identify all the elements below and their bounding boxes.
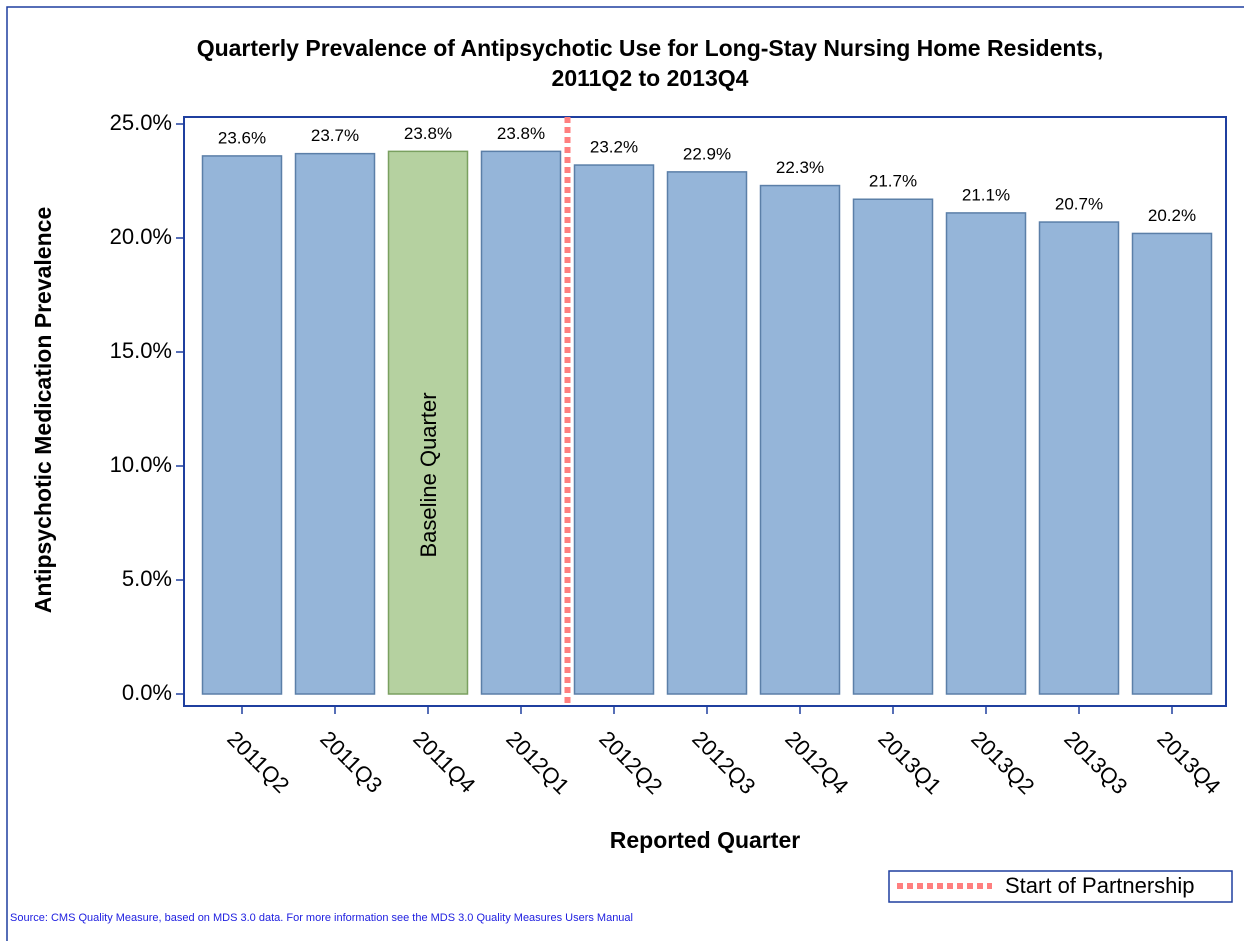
bar xyxy=(573,164,655,695)
x-tick-label: 2011Q2 xyxy=(222,726,294,798)
bar xyxy=(387,150,469,695)
legend-box xyxy=(888,870,1233,903)
x-tick-label: 2012Q1 xyxy=(501,726,574,799)
x-tick-label: 2013Q2 xyxy=(966,726,1039,799)
value-label: 23.6% xyxy=(218,128,266,147)
value-label: 20.2% xyxy=(1148,206,1196,225)
bar xyxy=(294,152,376,695)
value-label: 23.8% xyxy=(497,124,545,143)
x-tick-label: 2013Q4 xyxy=(1152,726,1225,799)
annotation: Baseline Quarter xyxy=(416,392,441,557)
x-tick-label: 2012Q3 xyxy=(687,726,760,799)
chart-title: Quarterly Prevalence of Antipsychotic Us… xyxy=(197,35,1104,61)
legend-label: Start of Partnership xyxy=(1005,873,1195,898)
value-label: 20.7% xyxy=(1055,195,1103,214)
y-tick-label: 25.0% xyxy=(110,110,172,135)
x-tick-label: 2012Q4 xyxy=(780,726,853,799)
footnote: Source: CMS Quality Measure, based on MD… xyxy=(10,912,633,924)
x-tick-label: 2013Q1 xyxy=(873,726,946,799)
y-axis-label: Antipsychotic Medication Prevalence xyxy=(30,207,56,613)
bar xyxy=(1131,232,1213,695)
y-tick-label: 10.0% xyxy=(110,452,172,477)
value-label: 23.8% xyxy=(404,124,452,143)
bar xyxy=(480,150,562,695)
value-label: 21.1% xyxy=(962,185,1010,204)
y-tick-label: 0.0% xyxy=(122,680,172,705)
bar xyxy=(852,198,934,695)
value-label: 21.7% xyxy=(869,172,917,191)
chart-title: 2011Q2 to 2013Q4 xyxy=(552,65,749,91)
value-label: 23.7% xyxy=(311,126,359,145)
value-label: 22.3% xyxy=(776,158,824,177)
plot-frame xyxy=(183,116,1227,707)
bar xyxy=(945,212,1027,695)
y-tick-label: 20.0% xyxy=(110,224,172,249)
x-tick-label: 2011Q4 xyxy=(408,726,480,798)
value-label: 22.9% xyxy=(683,144,731,163)
x-tick-label: 2012Q2 xyxy=(594,726,667,799)
y-tick-label: 15.0% xyxy=(110,338,172,363)
bar xyxy=(201,155,283,695)
y-tick-label: 5.0% xyxy=(122,566,172,591)
x-tick-label: 2011Q3 xyxy=(315,726,387,798)
value-label: 23.2% xyxy=(590,138,638,157)
bar xyxy=(1038,221,1120,695)
page-border xyxy=(6,6,1244,941)
bar xyxy=(759,184,841,695)
x-axis-label: Reported Quarter xyxy=(610,827,800,853)
bar xyxy=(666,171,748,695)
x-tick-label: 2013Q3 xyxy=(1059,726,1132,799)
